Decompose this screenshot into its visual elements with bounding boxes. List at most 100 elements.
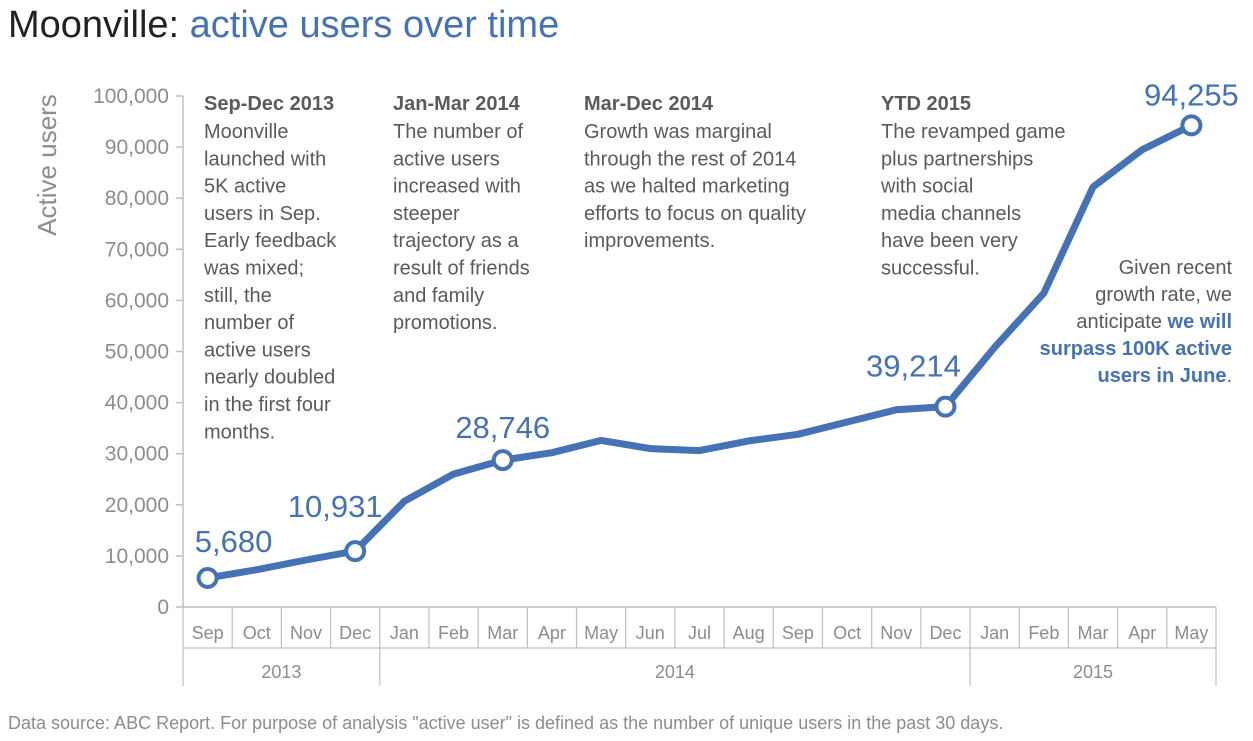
annotation-heading: YTD 2015 — [881, 93, 971, 115]
forecast-note-line-3: anticipate we will — [1076, 311, 1232, 333]
annotation-line: months. — [204, 421, 275, 443]
annotation-line: Moonville — [204, 121, 288, 143]
annotation-line: media channels — [881, 203, 1021, 225]
series: 5,680 10,931 28,746 39,214 94,255 — [195, 77, 1239, 589]
forecast-note-line-1: Given recent — [1119, 257, 1233, 279]
annotation-line: nearly doubled — [204, 367, 335, 389]
annotation-line: successful. — [881, 258, 980, 280]
y-axis: 0 10,000 20,000 30,000 40,000 50,000 60,000 70,… — [93, 85, 184, 619]
annotation-heading: Jan-Mar 2014 — [393, 93, 521, 115]
data-label: 10,931 — [288, 489, 383, 524]
annotation-block: YTD 2015 The revamped game plus partnershi… — [880, 93, 1066, 280]
annotation-line: 5K active — [204, 176, 286, 198]
x-tick-label: Apr — [1128, 623, 1156, 643]
x-tick-label: Sep — [782, 623, 814, 643]
annotation-line: active users — [393, 148, 500, 170]
annotation-line: trajectory as a — [393, 230, 519, 252]
x-tick-label: Sep — [192, 623, 224, 643]
y-tick-label: 100,000 — [93, 85, 169, 108]
x-tick-label: Jun — [636, 623, 665, 643]
annotation-line: and family — [393, 285, 484, 307]
annotation-block: Sep-Dec 2013 Moonville launched with 5K act… — [203, 93, 337, 443]
annotation-line: through the rest of 2014 — [584, 148, 796, 170]
x-tick-label: Nov — [290, 623, 322, 643]
x-tick-label: Nov — [880, 623, 912, 643]
annotation-line: launched with — [204, 148, 326, 170]
y-axis-label: Active users — [32, 94, 62, 236]
x-tick-label: Jul — [688, 623, 711, 643]
annotation-line: number of — [204, 312, 294, 334]
annotation-block: Jan-Mar 2014 The number of active users inc… — [393, 93, 530, 334]
annotation-line: steeper — [393, 203, 460, 225]
annotation-heading: Sep-Dec 2013 — [204, 93, 334, 115]
x-tick-label: Dec — [339, 623, 371, 643]
x-tick-label: Aug — [733, 623, 765, 643]
annotation-line: was mixed; — [203, 258, 304, 280]
chart-title-main: Moonville: — [8, 4, 190, 46]
y-tick-label: 50,000 — [105, 341, 169, 364]
y-tick-label: 80,000 — [105, 187, 169, 210]
x-tick-label: Apr — [538, 623, 566, 643]
data-point-marker — [344, 540, 367, 563]
annotation-line: as we halted marketing — [584, 176, 790, 198]
x-tick-label: Jan — [390, 623, 419, 643]
annotation-line: in the first four — [204, 394, 331, 416]
data-point-marker — [491, 449, 514, 472]
x-tick-label: Dec — [929, 623, 961, 643]
data-label: 28,746 — [455, 410, 550, 445]
annotations: Sep-Dec 2013 Moonville launched with 5K act… — [203, 93, 1066, 443]
data-label: 94,255 — [1144, 77, 1239, 112]
x-tick-label: Mar — [487, 623, 518, 643]
annotation-line: active users — [204, 339, 311, 361]
annotation-line: promotions. — [393, 312, 498, 334]
annotation-line: have been very — [881, 230, 1018, 252]
annotation-line: improvements. — [584, 230, 715, 252]
annotation-line: Growth was marginal — [584, 121, 772, 143]
year-label: 2015 — [1073, 662, 1113, 682]
annotation-line: plus partnerships — [881, 148, 1033, 170]
forecast-note-line-2: growth rate, we — [1095, 284, 1232, 306]
x-tick-label: May — [1174, 623, 1208, 643]
chart-title: Moonville: active users over time — [8, 4, 559, 46]
forecast-note-line-3-plain: anticipate — [1076, 311, 1167, 333]
y-tick-label: 60,000 — [105, 289, 169, 312]
forecast-note-line-4: surpass 100K active — [1040, 338, 1232, 360]
x-tick-label: Feb — [438, 623, 469, 643]
forecast-note: Given recent growth rate, we anticipate … — [1040, 257, 1233, 387]
year-label: 2013 — [261, 662, 301, 682]
annotation-line: increased with — [393, 176, 521, 198]
y-tick-label: 30,000 — [105, 443, 169, 466]
y-tick-label: 90,000 — [105, 136, 169, 159]
y-tick-label: 0 — [157, 596, 169, 619]
y-tick-label: 10,000 — [105, 545, 169, 568]
series-line — [204, 121, 1195, 582]
annotation-line: result of friends — [393, 258, 530, 280]
x-axis: Sep Oct Nov Dec Jan Feb Mar Apr May Jun Jul Aug Sep O… — [182, 606, 1217, 686]
y-tick-label: 40,000 — [105, 392, 169, 415]
forecast-note-line-3-strong: we will — [1167, 311, 1232, 333]
data-point-marker — [196, 566, 219, 589]
x-tick-label: Jan — [980, 623, 1009, 643]
data-label: 39,214 — [866, 349, 961, 384]
data-point-marker — [1180, 114, 1203, 137]
y-tick-label: 20,000 — [105, 494, 169, 517]
x-tick-label: May — [584, 623, 618, 643]
annotation-line: Early feedback — [204, 230, 337, 252]
x-tick-label: Oct — [243, 623, 271, 643]
footnote: Data source: ABC Report. For purpose of … — [8, 713, 1003, 733]
x-tick-label: Mar — [1078, 623, 1109, 643]
annotation-line: users in Sep. — [204, 203, 321, 225]
annotation-line: The revamped game — [881, 121, 1066, 143]
annotation-line: with social — [880, 176, 973, 198]
annotation-heading: Mar-Dec 2014 — [584, 93, 714, 115]
data-point-marker — [934, 395, 957, 418]
forecast-note-line-5-tail: . — [1226, 365, 1232, 387]
annotation-line: still, the — [204, 285, 272, 307]
y-tick-label: 70,000 — [105, 238, 169, 261]
annotation-line: The number of — [393, 121, 524, 143]
data-label: 5,680 — [195, 524, 273, 559]
forecast-note-line-5: users in June. — [1098, 365, 1233, 387]
annotation-block: Mar-Dec 2014 Growth was marginal through t… — [584, 93, 806, 252]
chart-title-accent: active users over time — [190, 4, 560, 46]
